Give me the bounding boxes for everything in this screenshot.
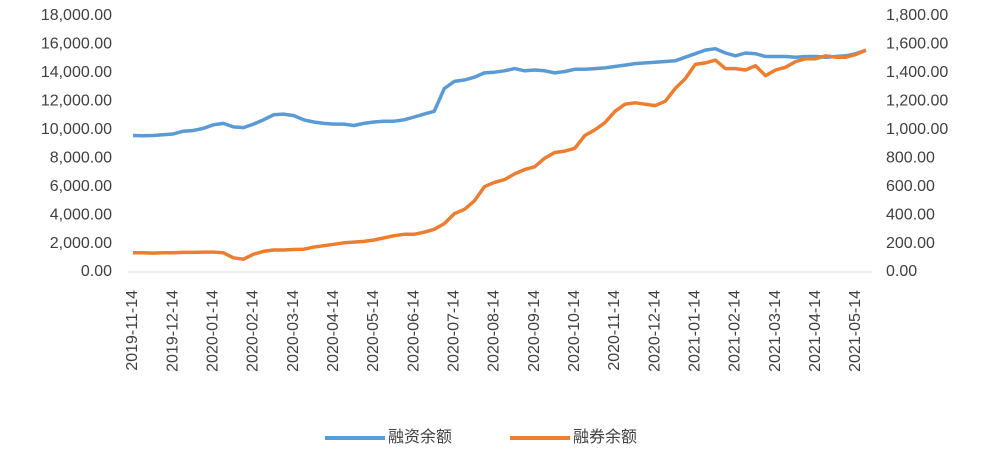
y-tick-label: 14,000.00 — [41, 64, 112, 81]
x-tick-label: 2019-11-14 — [124, 290, 141, 371]
y2-tick-label: 1,000.00 — [886, 121, 948, 138]
series-line — [132, 46, 867, 138]
y2-tick-label: 1,200.00 — [886, 93, 948, 110]
x-tick-label: 2021-03-14 — [767, 290, 784, 372]
y-tick-label: 4,000.00 — [50, 206, 112, 223]
x-tick-label: 2021-01-14 — [687, 290, 704, 372]
x-tick-label: 2020-12-14 — [646, 290, 663, 372]
x-tick-label: 2020-05-14 — [365, 290, 382, 372]
y-tick-label: 0.00 — [81, 263, 112, 280]
y2-tick-label: 0.00 — [886, 263, 917, 280]
y-tick-label: 2,000.00 — [50, 235, 112, 252]
x-tick-label: 2020-11-14 — [606, 290, 623, 371]
y2-tick-label: 800.00 — [886, 149, 935, 166]
y-tick-label: 18,000.00 — [41, 7, 112, 24]
y2-tick-label: 600.00 — [886, 178, 935, 195]
y-tick-label: 8,000.00 — [50, 149, 112, 166]
x-tick-label: 2020-02-14 — [245, 290, 262, 372]
y2-tick-label: 400.00 — [886, 206, 935, 223]
y-tick-label: 6,000.00 — [50, 178, 112, 195]
x-tick-label: 2020-08-14 — [486, 290, 503, 372]
y-tick-label: 16,000.00 — [41, 36, 112, 53]
x-tick-label: 2020-10-14 — [566, 290, 583, 372]
x-tick-label: 2020-03-14 — [285, 290, 302, 372]
y2-tick-label: 1,400.00 — [886, 64, 948, 81]
x-tick-label: 2020-09-14 — [526, 290, 543, 372]
x-tick-label: 2020-06-14 — [405, 290, 422, 372]
legend-label: 融券余额 — [573, 427, 637, 446]
y-tick-label: 12,000.00 — [41, 93, 112, 110]
x-tick-label: 2019-12-14 — [164, 290, 181, 372]
x-tick-label: 2021-05-14 — [847, 290, 864, 372]
x-tick-label: 2021-04-14 — [807, 290, 824, 372]
y2-tick-label: 1,600.00 — [886, 36, 948, 53]
x-tick-label: 2021-02-14 — [727, 290, 744, 372]
x-tick-label: 2020-04-14 — [325, 290, 342, 372]
x-tick-label: 2020-07-14 — [446, 290, 463, 372]
y2-tick-label: 200.00 — [886, 235, 935, 252]
series-line — [133, 48, 867, 261]
y-tick-label: 10,000.00 — [41, 121, 112, 138]
legend-label: 融资余额 — [388, 427, 452, 446]
y2-tick-label: 1,800.00 — [886, 7, 948, 24]
x-tick-label: 2020-01-14 — [205, 290, 222, 372]
